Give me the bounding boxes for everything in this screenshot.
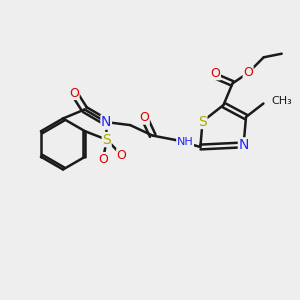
Text: N: N [238, 138, 249, 152]
Text: O: O [211, 67, 220, 80]
Text: O: O [69, 86, 79, 100]
Text: NH: NH [177, 136, 194, 147]
Text: S: S [102, 133, 111, 147]
Text: O: O [98, 153, 108, 166]
Text: O: O [117, 149, 127, 162]
Text: N: N [101, 115, 111, 129]
Text: S: S [198, 115, 207, 128]
Text: O: O [140, 111, 149, 124]
Text: O: O [243, 66, 253, 80]
Text: CH₃: CH₃ [272, 96, 292, 106]
